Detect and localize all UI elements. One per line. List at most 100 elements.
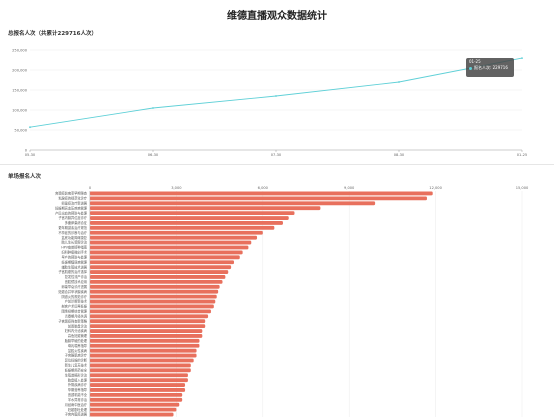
bar xyxy=(90,260,234,265)
bar-category-label: 复发性流产诊治 xyxy=(65,274,88,279)
bar xyxy=(90,284,220,289)
bar-category-label: 母乳喂养指导 xyxy=(68,343,87,348)
bar-category-label: 卵巢早衰诊疗进展 xyxy=(62,284,88,289)
chart-tooltip: 01-25 报名人次: 229716 xyxy=(466,58,514,77)
bar-category-label: 子宫腺肌病诊疗 xyxy=(65,353,88,358)
bar xyxy=(90,225,275,230)
bar-category-label: 胎儿生长受限诊治 xyxy=(62,240,88,245)
bar xyxy=(90,353,197,358)
bar-category-label: 早产的预防与处理 xyxy=(62,254,88,259)
x-tick-label: 06-30 xyxy=(148,153,159,157)
total-line-chart[interactable]: 0 50,000 100,000 150,000 200,000 250,000 05-30… xyxy=(0,36,554,160)
bar-category-label: 乳腺癌的规范化诊疗 xyxy=(58,196,87,201)
section-divider xyxy=(0,164,554,165)
bar xyxy=(90,309,211,314)
tooltip-date: 01-25 xyxy=(469,59,481,64)
bar xyxy=(90,319,206,324)
y-tick-label: 0 xyxy=(25,149,28,153)
bar-category-label: 产前诊断新技术 xyxy=(65,299,88,304)
y-tick-label: 100,000 xyxy=(12,109,28,113)
bar xyxy=(90,392,183,397)
tooltip-value: 229716 xyxy=(492,65,508,70)
data-point xyxy=(152,107,154,109)
bar-category-label: 不孕症的诊断与治疗 xyxy=(58,230,87,235)
bar xyxy=(90,240,252,245)
bar-category-label: 多囊卵巢综合征 xyxy=(65,220,88,225)
bar-category-label: 前置胎盘诊治 xyxy=(68,323,88,328)
bar xyxy=(90,314,209,319)
bar-category-label: 孕期营养指导 xyxy=(68,387,87,392)
bar xyxy=(90,334,203,338)
bar xyxy=(90,235,258,240)
bar-category-label: 胎膜早破的处理 xyxy=(65,338,88,343)
bar-category-label: 卵巢癌治疗新进展 xyxy=(62,200,88,205)
bar-category-label: 妊娠合并甲状腺疾病 xyxy=(58,289,87,294)
x-tick-label: 6,000 xyxy=(258,186,269,190)
y-tick-label: 200,000 xyxy=(12,69,28,73)
x-tick-label: 9,000 xyxy=(344,186,355,190)
bar xyxy=(90,397,183,402)
bar xyxy=(90,250,243,255)
bar-category-label: 子宫肌瘤的治疗选择 xyxy=(58,269,87,274)
bar xyxy=(90,294,217,299)
x-tick-label: 3,000 xyxy=(171,186,182,190)
bar xyxy=(90,211,295,216)
bar xyxy=(90,265,232,270)
bar xyxy=(90,343,200,348)
bar-category-label: 外阴疾病诊疗 xyxy=(68,382,88,387)
x-tick-label: 12,000 xyxy=(429,186,442,190)
bar xyxy=(90,348,197,353)
bar-category-label: 妊娠剧吐处理 xyxy=(68,407,88,412)
x-tick-label: 08-30 xyxy=(394,153,405,157)
bar-category-label: 妇科内分泌疾病 xyxy=(65,328,88,333)
bar xyxy=(90,388,186,392)
bar xyxy=(90,270,229,274)
bar-category-label: 新生儿复苏技术 xyxy=(65,363,88,368)
bar-category-label: 青春期月经失调 xyxy=(65,313,87,318)
y-tick-label: 150,000 xyxy=(12,89,28,93)
bar xyxy=(90,196,427,201)
data-point xyxy=(275,95,277,97)
series-line xyxy=(29,57,523,128)
bar xyxy=(90,368,191,373)
x-tick-label: 01-25 xyxy=(517,153,527,157)
bar xyxy=(90,216,289,220)
bar-category-label: 异位妊娠的诊断 xyxy=(65,358,88,363)
bar xyxy=(90,255,240,260)
y-tick-label: 250,000 xyxy=(12,49,28,53)
total-chart-heading: 总报名人次（共累计229716人次） xyxy=(8,31,97,37)
bar xyxy=(90,191,433,196)
bar xyxy=(90,221,283,225)
data-point xyxy=(29,126,31,129)
bar-category-label: 宫颈癌前病变早期筛查 xyxy=(55,191,88,196)
x-tick-label: 07-30 xyxy=(271,153,282,157)
bar-category-label: 生殖道畸形诊治 xyxy=(65,372,88,377)
bar-category-label: 月经病中医治疗 xyxy=(65,402,88,407)
y-tick-label: 50,000 xyxy=(14,129,27,133)
single-bar-chart[interactable]: 0 3,000 6,000 9,000 12,000 15,000 宫颈癌前病变早期筛查乳腺… xyxy=(0,183,554,419)
bar xyxy=(90,329,203,333)
bar xyxy=(90,324,206,329)
bar xyxy=(90,373,188,378)
bar xyxy=(90,407,177,412)
x-tick-label: 05-30 xyxy=(25,153,36,157)
x-tick-label: 0 xyxy=(89,186,92,190)
bar-category-label: 子宫颈癌筛查新策略 xyxy=(58,318,87,323)
series-dot-icon xyxy=(469,66,472,70)
bar xyxy=(90,201,376,206)
page-title: 维德直播观众数据统计 xyxy=(227,11,327,22)
bar xyxy=(90,279,223,284)
bar-category-label: 阴道炎的规范诊疗 xyxy=(62,294,88,299)
bar xyxy=(90,363,191,368)
bar-category-label: 产后出血的预防与处理 xyxy=(55,210,88,215)
bar-category-label: 盆底功能障碍康复 xyxy=(62,235,88,240)
bar-category-label: 辅助生殖技术进展 xyxy=(62,264,88,269)
bar-category-label: 子宫内膜异位症诊疗 xyxy=(58,215,87,220)
tooltip-row: 报名人次: 229716 xyxy=(469,65,511,71)
bar xyxy=(90,338,200,343)
bar xyxy=(90,358,194,363)
data-point xyxy=(521,57,523,60)
bar xyxy=(90,289,219,294)
tooltip-series: 报名人次 xyxy=(474,65,490,70)
bar-category-label: 更年期激素治疗规范 xyxy=(58,225,87,230)
